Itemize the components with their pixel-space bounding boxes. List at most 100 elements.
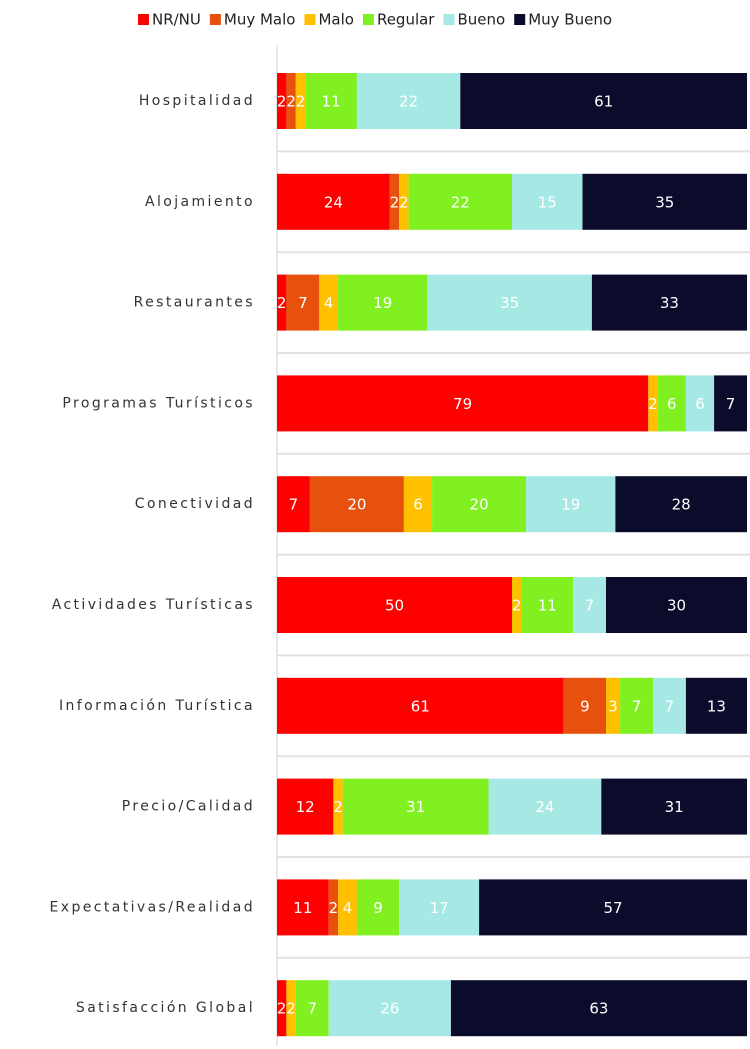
bar-segment xyxy=(573,577,606,633)
data-label: 15 xyxy=(538,193,557,211)
bar-segment xyxy=(601,778,747,835)
category-label: Expectativas/Realidad xyxy=(50,899,255,915)
data-label: 13 xyxy=(707,697,726,715)
bar-segment xyxy=(403,476,433,533)
bar-segment xyxy=(286,73,296,129)
data-label: 20 xyxy=(347,496,366,514)
data-label: 19 xyxy=(373,294,392,312)
bar-segment xyxy=(277,173,390,230)
bar-segment xyxy=(309,476,404,533)
bar-segment xyxy=(615,476,747,533)
data-label: 24 xyxy=(535,798,554,816)
data-label: 12 xyxy=(296,798,315,816)
category-label: Información Turística xyxy=(59,698,255,714)
bar-segment xyxy=(399,173,409,230)
legend-label: NR/NU xyxy=(152,11,201,29)
data-label: 7 xyxy=(665,697,675,715)
data-label: 31 xyxy=(665,798,684,816)
data-label: 61 xyxy=(411,697,430,715)
category-label: Hospitalidad xyxy=(139,93,255,109)
bar-segment xyxy=(319,274,339,331)
bar-segment xyxy=(521,577,574,633)
data-label: 11 xyxy=(293,899,312,917)
bar-segment xyxy=(286,274,320,331)
data-label: 35 xyxy=(500,294,519,312)
legend-swatch xyxy=(304,14,316,25)
bar-segment xyxy=(328,980,451,1037)
data-label: 61 xyxy=(594,93,613,111)
data-label: 2 xyxy=(329,899,339,917)
data-label: 2 xyxy=(512,597,522,615)
bar-segment xyxy=(295,980,329,1037)
category-label: Alojamiento xyxy=(145,194,255,210)
bar-segment xyxy=(685,677,747,734)
legend-label: Bueno xyxy=(457,11,505,29)
legend-label: Muy Malo xyxy=(224,11,296,29)
bar-segment xyxy=(277,577,512,633)
bar-segment xyxy=(512,577,522,633)
data-label: 2 xyxy=(286,1000,296,1018)
bar-segment xyxy=(685,375,715,432)
bar-segment xyxy=(328,879,339,936)
bar-segment xyxy=(648,375,658,432)
data-label: 9 xyxy=(373,899,383,917)
data-label: 31 xyxy=(406,798,425,816)
data-label: 26 xyxy=(380,1000,399,1018)
bar-segment xyxy=(277,375,649,432)
data-label: 7 xyxy=(307,1000,317,1018)
bar-segment xyxy=(277,73,287,129)
data-label: 17 xyxy=(430,899,449,917)
bar-segment xyxy=(338,879,357,936)
data-label: 6 xyxy=(695,395,705,413)
bar-segment xyxy=(620,677,653,734)
bar-segment xyxy=(356,879,400,936)
legend-swatch xyxy=(137,14,149,25)
legend-swatch xyxy=(209,14,221,25)
category-label: Conectividad xyxy=(135,496,255,512)
bar-segment xyxy=(342,778,489,835)
data-label: 35 xyxy=(655,193,674,211)
bar-segment xyxy=(526,476,616,533)
bar-segment xyxy=(460,73,747,129)
data-label: 2 xyxy=(296,93,306,111)
data-label: 2 xyxy=(648,395,658,413)
data-label: 2 xyxy=(286,93,296,111)
bar-segment xyxy=(591,274,747,331)
data-label: 50 xyxy=(385,597,404,615)
bar-segment xyxy=(606,677,621,734)
bar-segment xyxy=(606,577,747,633)
data-label: 22 xyxy=(399,93,418,111)
data-label: 2 xyxy=(277,1000,287,1018)
data-label: 28 xyxy=(672,496,691,514)
bar-segment xyxy=(338,274,428,331)
data-label: 63 xyxy=(589,1000,608,1018)
bar-segment xyxy=(512,173,583,230)
data-label: 7 xyxy=(298,294,308,312)
bar-segment xyxy=(432,476,527,533)
bar-segment xyxy=(295,73,306,129)
data-label: 4 xyxy=(324,294,334,312)
data-label: 19 xyxy=(561,496,580,514)
bar-segment xyxy=(277,274,287,331)
bar-segment xyxy=(399,879,480,936)
data-label: 2 xyxy=(277,294,287,312)
category-label: Satisfacción Global xyxy=(76,1000,255,1016)
bar-segment xyxy=(408,173,512,230)
category-label: Precio/Calidad xyxy=(122,799,255,815)
data-label: 6 xyxy=(667,395,677,413)
data-label: 20 xyxy=(470,496,489,514)
data-label: 11 xyxy=(538,597,557,615)
bar-segment xyxy=(277,980,287,1037)
category-label: Restaurantes xyxy=(134,295,255,311)
data-label: 9 xyxy=(580,697,590,715)
data-label: 3 xyxy=(608,697,618,715)
bar-segment xyxy=(450,980,747,1037)
bar-segment xyxy=(277,476,310,533)
bar-segment xyxy=(286,980,296,1037)
data-label: 2 xyxy=(277,93,287,111)
bar-segment xyxy=(563,677,606,734)
data-label: 2 xyxy=(399,193,409,211)
bar-segment xyxy=(657,375,686,432)
bar-segment xyxy=(488,778,602,835)
